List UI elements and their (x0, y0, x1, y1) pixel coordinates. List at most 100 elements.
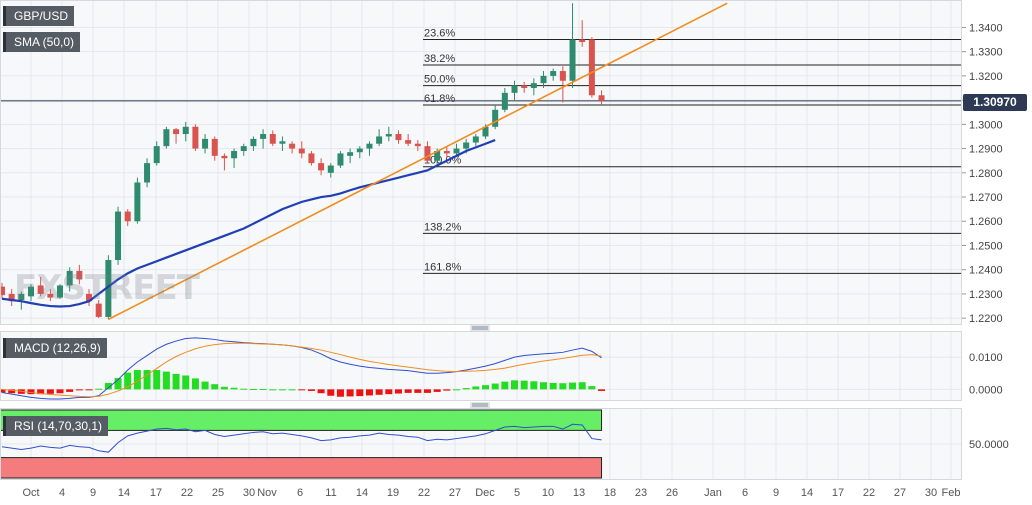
x-tick-label: 10 (542, 487, 554, 499)
macd-histogram-bar (298, 389, 306, 391)
x-tick-label: 11 (325, 487, 336, 499)
macd-histogram-bar (423, 389, 431, 393)
macd-histogram-bar (211, 384, 219, 390)
y-tick-label: 1.2900 (969, 144, 1003, 156)
macd-histogram-bar (588, 386, 596, 390)
macd-histogram-bar (346, 389, 354, 397)
panel-border (0, 331, 962, 401)
candle-body (550, 71, 557, 76)
x-tick-label: 22 (181, 487, 193, 499)
panel-divider-handle-2[interactable] (470, 402, 490, 408)
candlesticks (0, 3, 605, 320)
macd-histogram-bar (491, 383, 499, 390)
macd-histogram-bar (540, 382, 548, 390)
macd-indicator-label[interactable]: MACD (12,26,9) (3, 338, 107, 358)
macd-signal-line (1, 342, 602, 398)
y-tick-label: 1.2700 (969, 192, 1003, 204)
rsi-axis-bg (962, 408, 1032, 480)
x-tick-label: 19 (387, 487, 399, 499)
x-tick-label: 9 (90, 487, 96, 499)
macd-histogram-bar (288, 389, 296, 391)
candle-body (356, 148, 363, 153)
macd-histogram-bar (452, 389, 460, 391)
candle-body (240, 146, 247, 151)
sma-indicator-label[interactable]: SMA (50,0) (3, 32, 81, 52)
x-tick-label: 14 (118, 487, 130, 499)
candle-body (443, 150, 450, 154)
macd-histogram-bar (66, 389, 74, 392)
candle-body (501, 92, 508, 110)
candle-body (376, 136, 383, 144)
rsi-indicator-label[interactable]: RSI (14,70,30,1) (3, 416, 109, 436)
fib-level-label: 138.2% (424, 221, 462, 233)
x-tick-label: 22 (418, 487, 430, 499)
y-tick-label: 1.2400 (969, 265, 1003, 277)
rsi-oversold-zone (0, 457, 603, 479)
macd-axis-bg (962, 331, 1032, 401)
x-tick-label: 22 (863, 487, 875, 499)
candle-body (337, 153, 344, 166)
macd-histogram-bar (191, 378, 199, 390)
x-tick-label: 23 (635, 487, 647, 499)
current-price-tag: 1.30970 (963, 94, 1027, 111)
macd-histogram-bar (462, 388, 470, 390)
y-tick-label: 1.3400 (969, 22, 1003, 34)
macd-histogram-bar (85, 389, 93, 391)
macd-histogram-bar (578, 382, 586, 390)
candle-body (95, 303, 102, 317)
macd-histogram-bar (259, 389, 267, 391)
candle-body (598, 95, 605, 101)
x-tick-label: Dec (475, 487, 495, 499)
candle-body (182, 126, 189, 135)
x-tick-label: 6 (297, 487, 303, 499)
candle-body (395, 134, 402, 141)
candle-body (366, 143, 373, 149)
y-tick-label: 1.3200 (969, 71, 1003, 83)
main-grid (0, 0, 962, 325)
macd-histogram-bar (201, 381, 209, 390)
fib-level-label: 38.2% (424, 53, 455, 65)
candle-body (559, 71, 566, 81)
candle-body (76, 270, 83, 280)
candle-body (492, 109, 499, 127)
panel-divider-handle[interactable] (470, 325, 490, 331)
fib-level-label: 61.8% (424, 93, 455, 105)
candle-body (105, 260, 112, 317)
macd-histogram-bar (598, 389, 606, 391)
macd-histogram-bar (56, 389, 64, 394)
x-tick-label: 25 (212, 487, 224, 499)
macd-panel: 0.0100 0.0000 (0, 331, 1032, 401)
macd-histogram-bar (443, 389, 451, 391)
macd-histogram-bar (511, 380, 519, 390)
x-tick-label: Oct (22, 487, 39, 499)
macd-histogram-bar (8, 389, 16, 394)
macd-histogram-bar (307, 389, 315, 391)
macd-histogram-bar (230, 387, 238, 390)
macd-histogram-bar (220, 386, 228, 390)
x-tick-label: 9 (773, 487, 779, 499)
macd-histogram-bar (317, 389, 325, 394)
macd-histogram-bar (375, 389, 383, 395)
candle-body (521, 85, 528, 89)
fib-level-label: 161.8% (424, 261, 462, 273)
x-tick-label: 18 (604, 487, 616, 499)
candle-body (424, 146, 431, 161)
rsi-overbought-zone (0, 409, 603, 431)
macd-histogram-bar (278, 389, 286, 391)
macd-axis: 0.0100 0.0000 (962, 331, 1032, 401)
macd-histogram-bar (404, 389, 412, 393)
macd-histogram-bar (0, 389, 6, 393)
candle-body (173, 129, 180, 135)
rsi-tick-label: 50.0000 (969, 439, 1009, 451)
macd-panel-bg (0, 331, 962, 401)
candle-body (463, 142, 470, 149)
macd-histogram-bar (501, 381, 509, 390)
x-tick-label: 14 (801, 487, 813, 499)
macd-histogram-bar (356, 389, 364, 397)
instrument-label[interactable]: GBP/USD (3, 6, 75, 26)
macd-histogram-bar (385, 389, 393, 395)
y-tick-label: 1.3300 (969, 47, 1003, 59)
macd-histogram (0, 370, 606, 397)
candle-body (260, 134, 267, 139)
candle-body (250, 138, 257, 147)
